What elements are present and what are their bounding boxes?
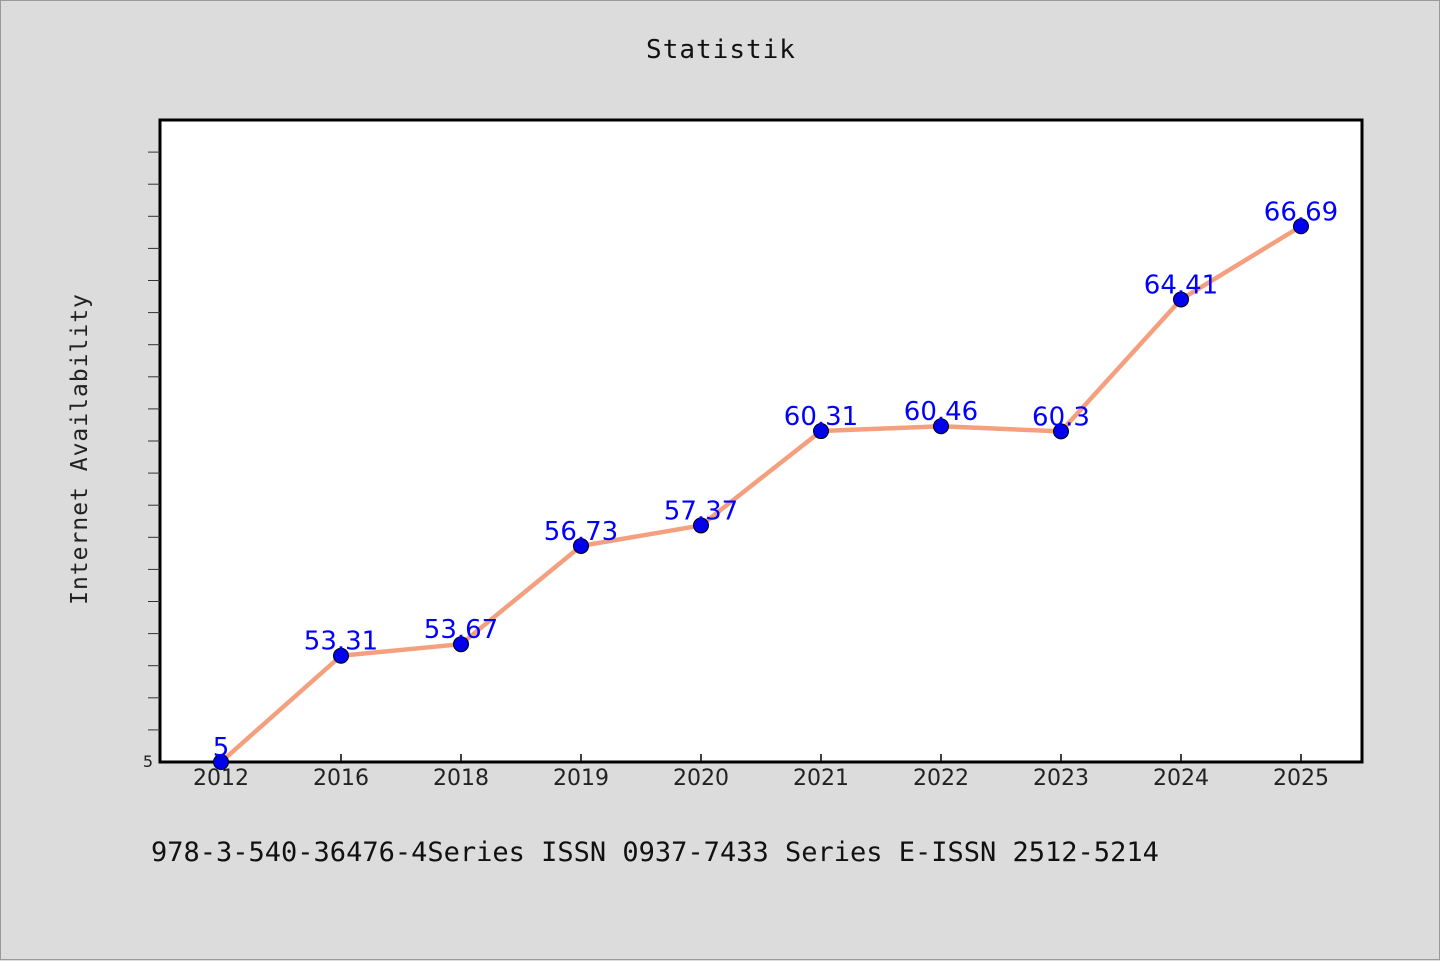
footer-text: 978-3-540-36476-4Series ISSN 0937-7433 S…	[151, 837, 1159, 868]
data-label: 57.37	[664, 496, 738, 526]
x-tick-label: 2020	[673, 766, 729, 791]
data-point	[1053, 423, 1069, 440]
data-point	[933, 418, 949, 435]
data-label: 60.46	[904, 397, 978, 427]
data-labels: 5 53.31 53.67 56.73 57.37 60.31 60.46 60.3 64.41…	[213, 197, 1338, 763]
data-point	[813, 423, 829, 440]
data-point	[213, 754, 229, 770]
data-label: 64.41	[1144, 270, 1218, 300]
x-tick-label: 2018	[433, 766, 489, 791]
data-point	[333, 647, 349, 664]
data-label: 66.69	[1264, 197, 1338, 227]
data-point	[1293, 218, 1309, 235]
y-axis-ticks	[148, 151, 160, 731]
data-label: 5	[213, 733, 230, 763]
data-label: 53.31	[304, 627, 378, 657]
data-point	[1173, 291, 1189, 308]
x-tick-label: 2023	[1033, 766, 1089, 791]
series-line	[219, 224, 1303, 764]
data-point	[573, 537, 589, 554]
data-point	[693, 517, 709, 534]
chart-title: Statistik	[646, 35, 796, 65]
plot-area	[158, 118, 1364, 764]
data-label: 53.67	[424, 615, 498, 645]
data-label: 56.73	[544, 517, 618, 547]
y-axis-label: Internet Availability	[67, 293, 93, 605]
x-tick-label: 2019	[553, 766, 609, 791]
series-markers	[213, 218, 1309, 770]
data-point	[453, 636, 469, 653]
y-tick-label: 5	[143, 752, 153, 771]
x-tick-label: 2025	[1273, 766, 1329, 791]
data-label: 60.3	[1032, 402, 1090, 432]
x-tick-label: 2022	[913, 766, 969, 791]
x-tick-label: 2021	[793, 766, 849, 791]
data-label: 60.31	[784, 402, 858, 432]
x-tick-label: 2016	[313, 766, 369, 791]
x-tick-label: 2024	[1153, 766, 1209, 791]
x-tick-label: 2012	[193, 766, 249, 791]
